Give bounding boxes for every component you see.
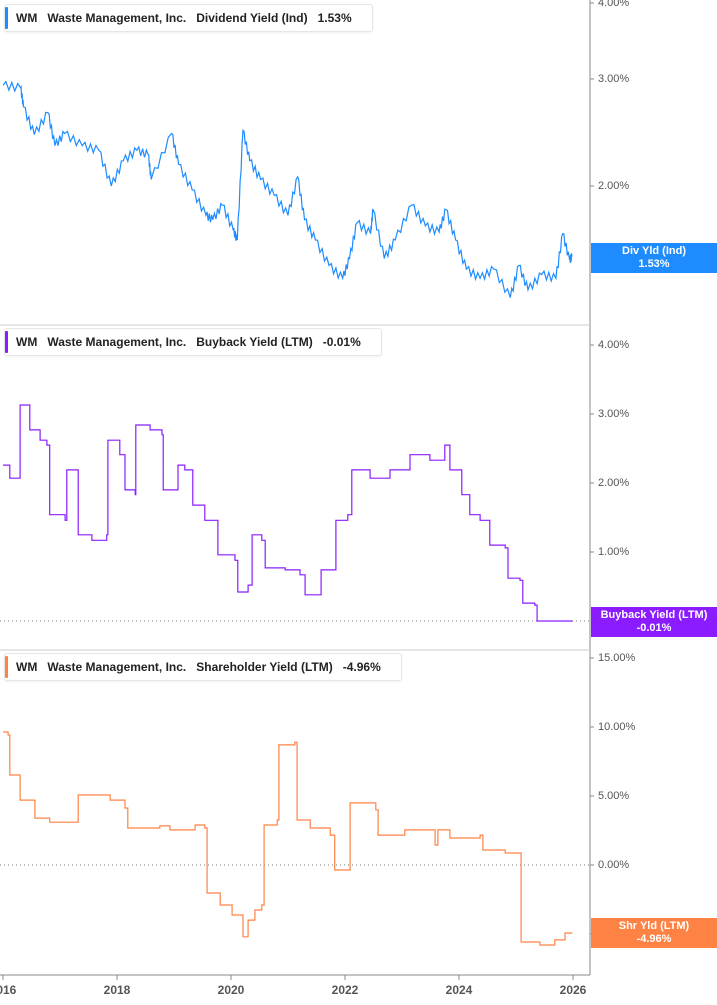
y-tick-label: 1.00%	[598, 546, 630, 558]
legend-color-bar	[5, 656, 8, 678]
badge-label: Buyback Yield (LTM)	[600, 609, 708, 621]
legend-company: Waste Management, Inc.	[47, 335, 187, 349]
dividend-yield-series-line	[2, 80, 573, 298]
legend-dividend-yield: WM Waste Management, Inc. Dividend Yield…	[4, 4, 373, 32]
legend-company: Waste Management, Inc.	[47, 11, 187, 25]
badge-shareholder-yield: Shr Yld (LTM) -4.96%	[591, 918, 717, 948]
legend-shareholder-yield: WM Waste Management, Inc. Shareholder Yi…	[4, 653, 402, 681]
y-tick-label: 10.00%	[598, 721, 636, 733]
y-tick-label: 5.00%	[598, 790, 630, 802]
legend-buyback-yield: WM Waste Management, Inc. Buyback Yield …	[4, 328, 382, 356]
y-tick-label: 0.00%	[598, 859, 630, 871]
y-tick-label: 4.00%	[598, 0, 630, 9]
buyback-yield-series-line	[3, 404, 573, 622]
y-tick-label: 3.00%	[598, 72, 630, 85]
y-tick-label: 2.00%	[598, 180, 630, 192]
y-tick-label: 3.00%	[598, 408, 630, 420]
y-tick-label: 4.00%	[598, 339, 630, 351]
legend-value: -4.96%	[342, 660, 381, 674]
badge-label: Div Yld (Ind)	[622, 245, 686, 257]
badge-value: 1.53%	[638, 258, 670, 270]
y-tick-label: 15.00%	[598, 652, 636, 664]
legend-metric: Dividend Yield (Ind)	[196, 11, 308, 25]
legend-ticker: WM	[16, 660, 38, 674]
x-tick-label: 2024	[445, 983, 473, 997]
x-tick-label: 2022	[331, 983, 359, 997]
legend-color-bar	[5, 331, 8, 353]
y-tick-label: 2.00%	[598, 477, 630, 489]
badge-label: Shr Yld (LTM)	[618, 920, 690, 932]
x-tick-label: 2016	[0, 983, 17, 997]
badge-value: -0.01%	[636, 622, 672, 634]
legend-value: -0.01%	[322, 335, 361, 349]
legend-company: Waste Management, Inc.	[47, 660, 187, 674]
x-tick-label: 2020	[217, 983, 245, 997]
badge-value: -4.96%	[636, 933, 672, 945]
legend-metric: Buyback Yield (LTM)	[196, 335, 313, 349]
x-tick-label: 2026	[559, 983, 587, 997]
legend-color-bar	[5, 7, 8, 29]
shareholder-yield-series-line	[3, 731, 573, 946]
legend-metric: Shareholder Yield (LTM)	[196, 660, 333, 674]
legend-ticker: WM	[16, 11, 38, 25]
x-tick-label: 2018	[103, 983, 131, 997]
legend-ticker: WM	[16, 335, 38, 349]
badge-buyback-yield: Buyback Yield (LTM) -0.01%	[591, 607, 717, 637]
legend-value: 1.53%	[317, 11, 352, 25]
badge-dividend-yield: Div Yld (Ind) 1.53%	[591, 243, 717, 273]
